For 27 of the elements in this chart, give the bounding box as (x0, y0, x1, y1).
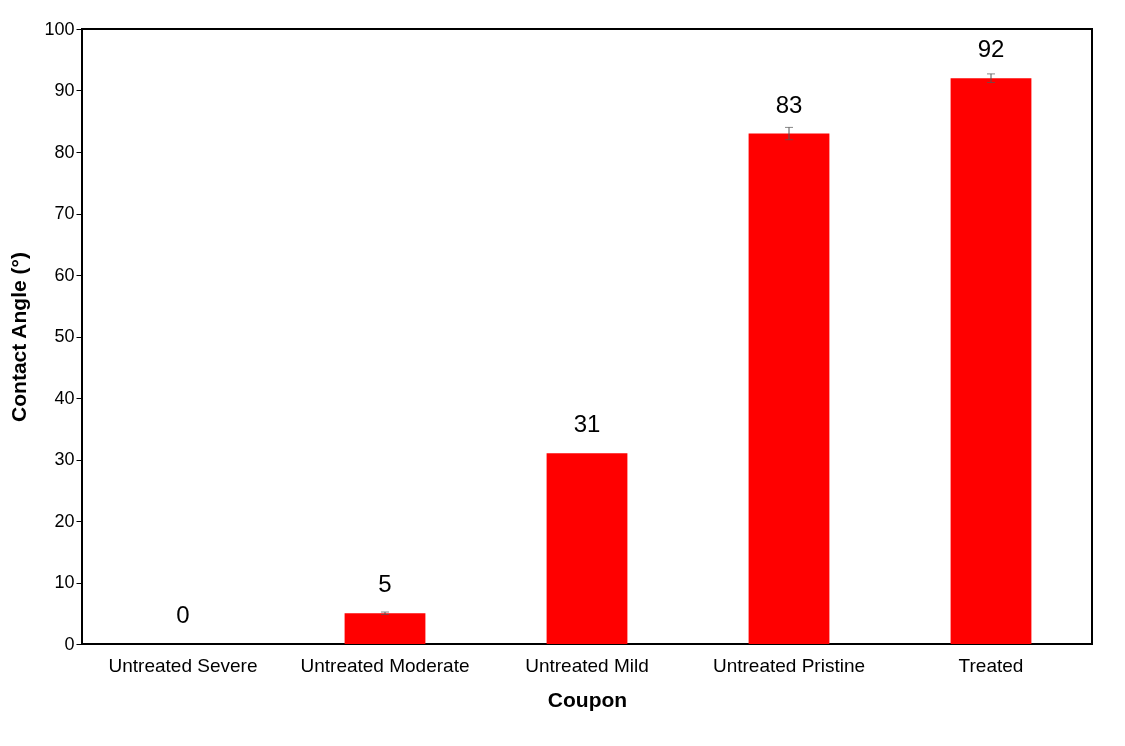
bar (748, 133, 830, 644)
y-tick-label: 20 (54, 510, 75, 531)
y-tick-label: 40 (54, 387, 75, 408)
y-tick-label: 30 (54, 449, 75, 469)
bar (546, 453, 628, 644)
x-tick-label: Untreated Mild (525, 654, 649, 676)
x-tick-label: Treated (958, 654, 1024, 676)
y-axis-title: Contact Angle (°) (7, 252, 31, 422)
bar (344, 613, 426, 644)
data-label: 0 (176, 601, 190, 628)
data-label: 83 (775, 90, 803, 118)
y-tick-label: 0 (64, 633, 75, 654)
x-tick-label: Untreated Pristine (712, 654, 866, 676)
y-tick-label: 80 (54, 141, 75, 162)
data-label: 5 (378, 570, 392, 598)
y-tick-label: 90 (54, 80, 75, 100)
data-label: 31 (573, 410, 601, 438)
y-tick-label: 10 (54, 572, 75, 592)
y-tick-label: 70 (54, 203, 75, 223)
y-tick-label: 100 (44, 18, 75, 39)
data-label: 92 (977, 35, 1005, 63)
x-axis-title: Coupon (547, 687, 628, 711)
x-tick-label: Untreated Severe (108, 654, 258, 676)
bar (950, 78, 1032, 644)
y-tick-label: 50 (54, 326, 75, 346)
x-tick-label: Untreated Moderate (300, 654, 470, 676)
y-tick-label: 60 (54, 264, 75, 285)
